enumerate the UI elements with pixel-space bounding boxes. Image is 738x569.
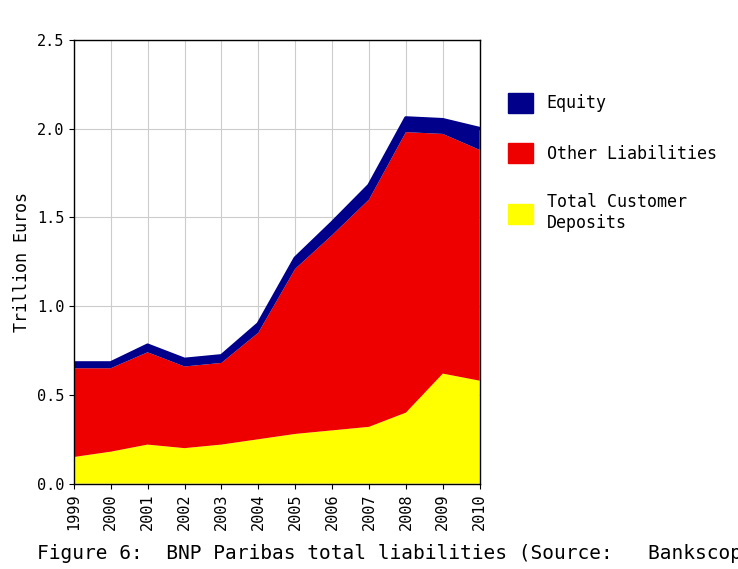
Text: Figure 6:  BNP Paribas total liabilities (Source:   Bankscope): Figure 6: BNP Paribas total liabilities …	[37, 545, 738, 563]
Y-axis label: Trillion Euros: Trillion Euros	[13, 192, 31, 332]
Legend: Equity, Other Liabilities, Total Customer
Deposits: Equity, Other Liabilities, Total Custome…	[508, 93, 717, 232]
